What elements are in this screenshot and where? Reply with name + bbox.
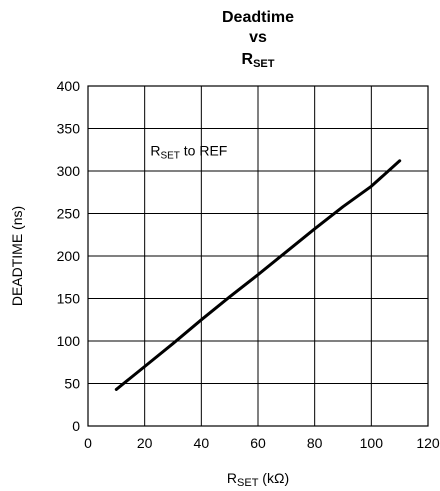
- series-layer: [114, 159, 402, 391]
- annotation-rest: to REF: [180, 143, 227, 159]
- y-tick-label-1: 50: [64, 376, 80, 392]
- chart-title-line3-sub: SET: [253, 58, 275, 70]
- y-tick-label-2: 100: [57, 333, 81, 349]
- x-tick-label-2: 40: [194, 435, 210, 451]
- plot-frame: [87, 85, 429, 427]
- x-tick-label-1: 20: [137, 435, 153, 451]
- x-axis-label-sub: SET: [237, 477, 259, 489]
- annotation-main: R: [150, 143, 160, 159]
- y-tick-label-5: 250: [57, 206, 81, 222]
- x-tick-label-6: 120: [416, 435, 440, 451]
- grid-lines: [88, 86, 428, 426]
- rset-to-ref-annotation: RSET to REF: [150, 143, 227, 162]
- x-tick-label-5: 100: [360, 435, 384, 451]
- y-tick-label-4: 200: [57, 248, 81, 264]
- x-axis-label-unit: (kΩ): [258, 470, 289, 486]
- chart-title-line2: vs: [249, 29, 267, 46]
- x-tick-label-4: 80: [307, 435, 323, 451]
- annotation-sub: SET: [160, 151, 179, 162]
- y-tick-label-8: 400: [57, 78, 81, 94]
- chart-title-line3: RSET: [242, 51, 275, 70]
- y-tick-label-3: 150: [57, 291, 81, 307]
- tick-labels: 0 20 40 60 80 100 120 0 50 100 150 200 250 300 350 400: [57, 78, 440, 451]
- y-axis-label: DEADTIME (ns): [9, 206, 25, 306]
- y-tick-label-0: 0: [72, 418, 80, 434]
- chart-title-line1: Deadtime: [222, 9, 294, 26]
- x-axis-label: RSET (kΩ): [227, 470, 289, 489]
- y-tick-label-7: 350: [57, 121, 81, 137]
- x-axis-label-main: R: [227, 470, 237, 486]
- y-tick-label-6: 300: [57, 163, 81, 179]
- x-tick-label-3: 60: [250, 435, 266, 451]
- chart-title-line3-main: R: [242, 51, 254, 68]
- x-tick-label-0: 0: [84, 435, 92, 451]
